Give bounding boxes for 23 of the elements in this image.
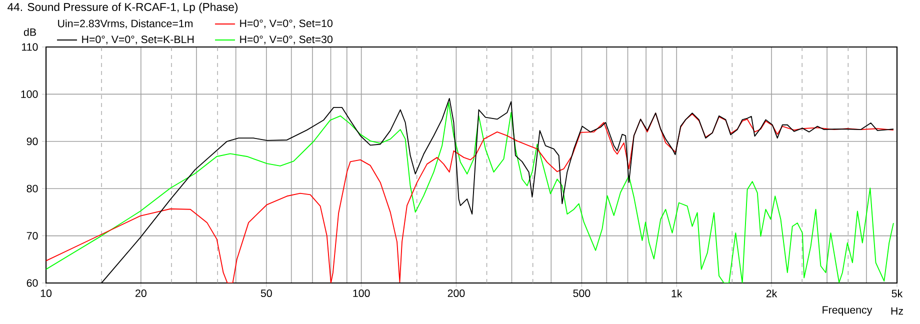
y-tick-label: 70 bbox=[26, 232, 38, 240]
x-tick-label: 5k bbox=[892, 289, 903, 298]
x-tick-label: 1k bbox=[672, 289, 682, 298]
x-tick-label: 500 bbox=[573, 289, 590, 298]
x-tick-label: 50 bbox=[260, 289, 272, 298]
legend-label: H=0°, V=0°, Set=30 bbox=[240, 36, 332, 44]
y-tick-label: 60 bbox=[26, 279, 38, 287]
y-axis-title: dB bbox=[24, 28, 36, 36]
legend-label: H=0°, V=0°, Set=K-BLH bbox=[82, 36, 194, 44]
y-tick-label: 90 bbox=[26, 138, 38, 146]
legend-title: Uin=2.83Vrms, Distance=1m bbox=[58, 19, 193, 29]
y-tick-label: 100 bbox=[21, 90, 38, 98]
x-tick-label: 100 bbox=[353, 289, 370, 298]
y-tick-label: 110 bbox=[22, 43, 38, 51]
chart-title: 44. Sound Pressure of K-RCAF-1, Lp (Phase) bbox=[8, 2, 238, 14]
x-tick-label: 2k bbox=[766, 289, 778, 298]
x-tick-label: 200 bbox=[448, 289, 465, 298]
text: Hz bbox=[891, 307, 903, 315]
x-tick-label: 10 bbox=[40, 289, 52, 298]
x-axis-title: Frequency bbox=[822, 306, 872, 316]
y-tick-label: 80 bbox=[26, 184, 38, 192]
x-tick-label: 20 bbox=[136, 289, 146, 298]
legend-label: H=0°, V=0°, Set=10 bbox=[240, 20, 332, 28]
